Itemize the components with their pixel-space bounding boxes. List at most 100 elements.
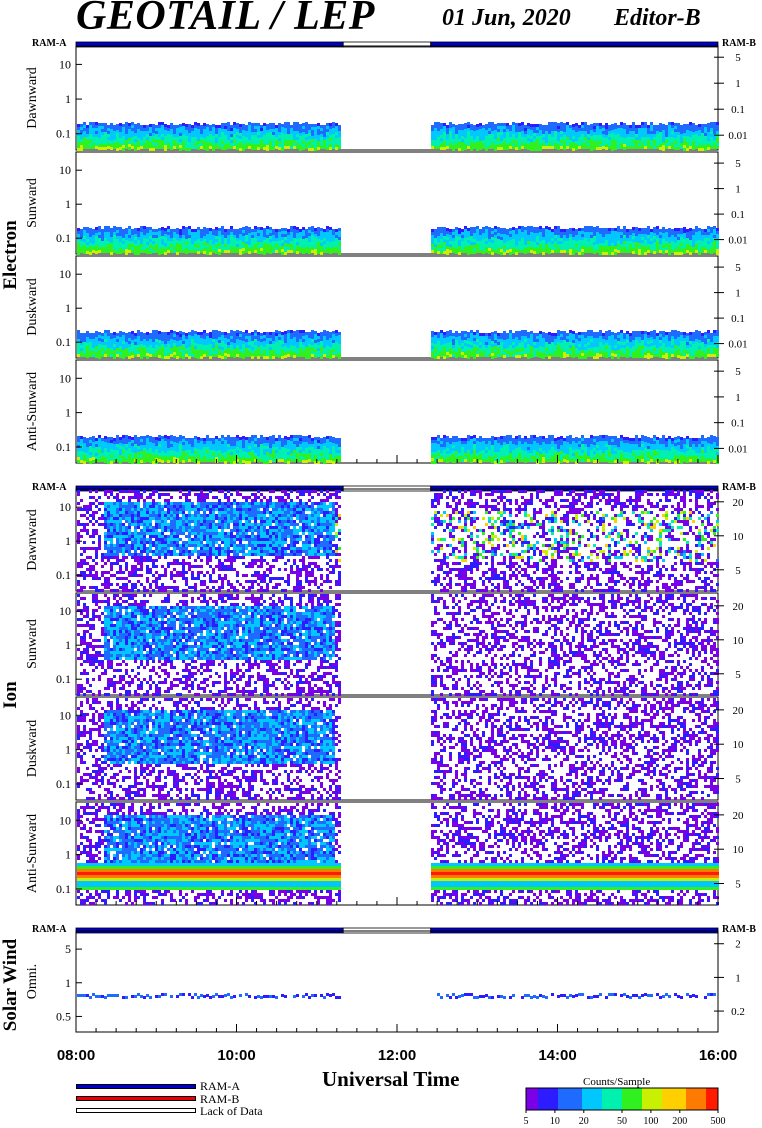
spectrogram-cell	[107, 131, 110, 134]
spectrogram-cell	[431, 232, 434, 235]
spectrogram-cell	[254, 351, 257, 354]
spectrogram-cell	[101, 453, 104, 456]
spectrogram-cell	[605, 252, 608, 255]
spectrogram-cell	[716, 348, 719, 351]
spectrogram-cell	[119, 355, 122, 358]
spectrogram-cell	[176, 134, 179, 137]
spectrogram-cell	[524, 342, 527, 345]
spectrogram-cell	[212, 354, 215, 357]
spectrogram-cell	[614, 129, 617, 132]
spectrogram-cell	[617, 143, 620, 146]
spectrogram-cell	[542, 353, 545, 356]
spectrogram-cell	[320, 146, 323, 149]
spectrogram-cell	[458, 145, 461, 148]
spectrogram-cell	[485, 333, 488, 336]
spectrogram-cell	[521, 238, 524, 241]
spectrogram-cell	[635, 334, 638, 337]
spectrogram-cell	[191, 238, 194, 241]
spectrogram-cell	[158, 240, 161, 243]
spectrogram-cell	[335, 126, 338, 129]
spectrogram-cell	[434, 247, 437, 250]
spectrogram-cell	[683, 142, 686, 145]
spectrogram-cell	[116, 124, 119, 127]
spectrogram-cell	[140, 229, 143, 232]
spectrogram-cell	[692, 123, 695, 126]
spectrogram-cell	[494, 142, 497, 145]
spectrogram-cell	[242, 251, 245, 254]
spectrogram-cell	[545, 235, 548, 238]
spectrogram-cell	[326, 340, 329, 343]
spectrogram-cell	[242, 130, 245, 133]
spectrogram-cell	[458, 139, 461, 142]
spectrogram-cell	[563, 241, 566, 244]
spectrogram-cell	[632, 355, 635, 358]
spectrogram-cell	[182, 144, 185, 147]
spectrogram-cell	[125, 336, 128, 339]
spectrogram-cell	[644, 246, 647, 249]
spectrogram-cell	[665, 353, 668, 356]
spectrogram-cell	[644, 337, 647, 340]
spectrogram-cell	[518, 129, 521, 132]
spectrogram-cell	[683, 353, 686, 356]
spectrogram-cell	[695, 128, 698, 131]
spectrogram-cell	[473, 143, 476, 146]
spectrogram-cell	[83, 239, 86, 242]
spectrogram-cell	[461, 247, 464, 250]
spectrogram-cell	[110, 231, 113, 234]
spectrogram-cell	[173, 238, 176, 241]
spectrogram-cell	[677, 132, 680, 135]
spectrogram-cell	[650, 229, 653, 232]
spectrogram-cell	[89, 234, 92, 237]
spectrogram-cell	[278, 343, 281, 346]
spectrogram-cell	[629, 247, 632, 250]
spectrogram-cell	[527, 341, 530, 344]
spectrogram-cell	[104, 451, 107, 454]
spectrogram-cell	[440, 236, 443, 239]
spectrogram-cell	[161, 140, 164, 143]
spectrogram-cell	[164, 234, 167, 237]
spectrogram-cell	[707, 126, 710, 129]
spectrogram-cell	[662, 346, 665, 349]
spectrogram-cell	[125, 140, 128, 143]
spectrogram-cell	[521, 348, 524, 351]
spectrogram-cell	[236, 336, 239, 339]
spectrogram-cell	[194, 229, 197, 232]
spectrogram-cell	[89, 458, 92, 461]
spectrogram-cell	[329, 353, 332, 356]
spectrogram-cell	[470, 136, 473, 139]
spectrogram-cell	[434, 338, 437, 341]
spectrogram-cell	[101, 241, 104, 244]
spectrogram-cell	[131, 241, 134, 244]
spectrogram-cell	[545, 247, 548, 250]
spectrogram-cell	[143, 244, 146, 247]
spectrogram-cell	[197, 248, 200, 251]
spectrogram-cell	[533, 336, 536, 339]
spectrogram-cell	[662, 343, 665, 346]
right-tick-label: 5	[735, 262, 741, 274]
spectrogram-cell	[452, 339, 455, 342]
spectrogram-cell	[539, 337, 542, 340]
spectrogram-cell	[83, 455, 86, 458]
spectrogram-cell	[260, 333, 263, 336]
spectrogram-cell	[143, 333, 146, 336]
spectrogram-cell	[677, 343, 680, 346]
spectrogram-cell	[149, 130, 152, 133]
spectrogram-cell	[80, 454, 83, 457]
spectrogram-cell	[653, 236, 656, 239]
spectrogram-cell	[122, 145, 125, 148]
spectrogram-cell	[431, 349, 434, 352]
spectrogram-cell	[254, 132, 257, 135]
spectrogram-cell	[503, 138, 506, 141]
spectrogram-cell	[677, 129, 680, 132]
spectrogram-cell	[272, 229, 275, 232]
spectrogram-cell	[668, 332, 671, 335]
spectrogram-cell	[203, 126, 206, 129]
spectrogram-cell	[110, 345, 113, 348]
spectrogram-cell	[461, 244, 464, 247]
spectrogram-cell	[281, 130, 284, 133]
spectrogram-cell	[500, 336, 503, 339]
spectrogram-cell	[104, 457, 107, 460]
spectrogram-cell	[113, 247, 116, 250]
spectrogram-cell	[539, 130, 542, 133]
spectrogram-cell	[602, 140, 605, 143]
